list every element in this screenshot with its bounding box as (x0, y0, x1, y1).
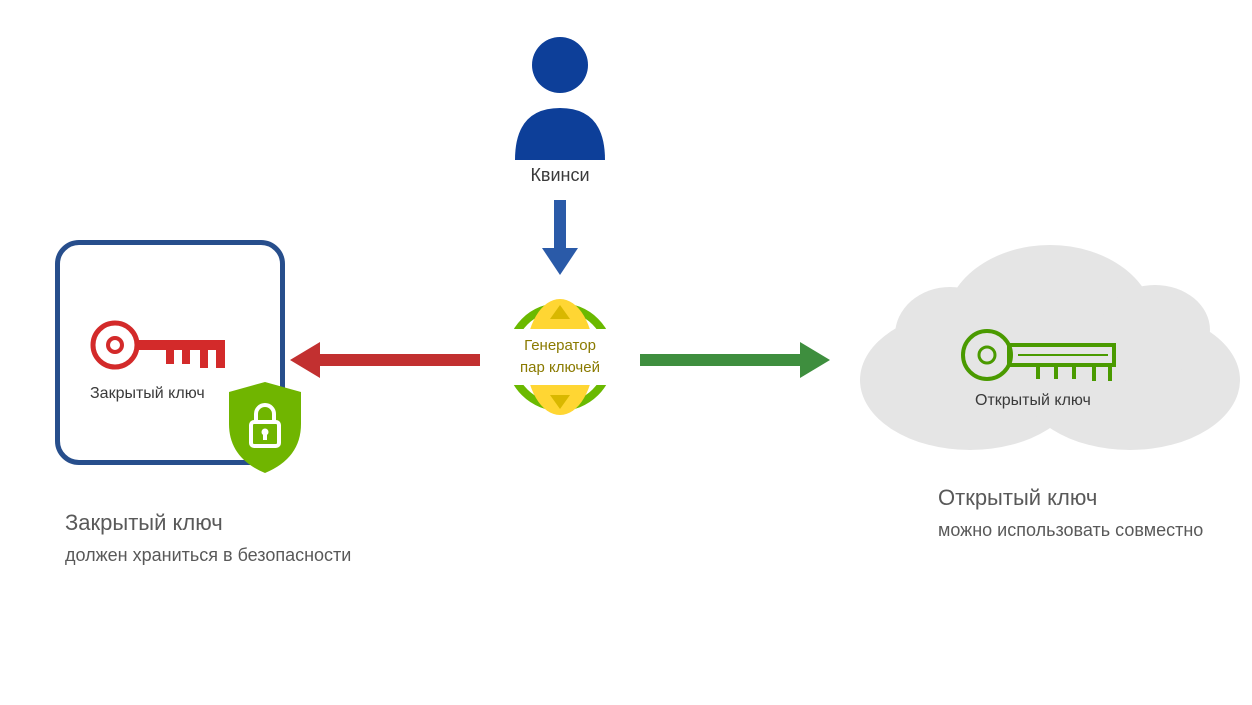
public-key-label: Открытый ключ (975, 392, 1091, 410)
private-key-label: Закрытый ключ (90, 385, 205, 403)
user-icon (500, 30, 620, 160)
private-key-icon (90, 315, 230, 375)
generator-label-line1: Генератор (524, 335, 596, 358)
generator-label-line2: пар ключей (520, 357, 600, 380)
public-key-caption-title: Открытый ключ (938, 485, 1097, 511)
arrow-right (640, 340, 830, 380)
arrow-left (290, 340, 480, 380)
shield-lock-icon (225, 380, 305, 475)
private-key-caption-body: должен храниться в безопасности (65, 545, 351, 566)
private-key-caption-title: Закрытый ключ (65, 510, 223, 536)
generator-node: Генератор пар ключей (488, 285, 632, 429)
public-key-icon (960, 325, 1120, 385)
user-label: Квинси (500, 165, 620, 186)
public-key-caption-body: можно использовать совместно (938, 520, 1203, 541)
arrow-down (540, 200, 580, 275)
